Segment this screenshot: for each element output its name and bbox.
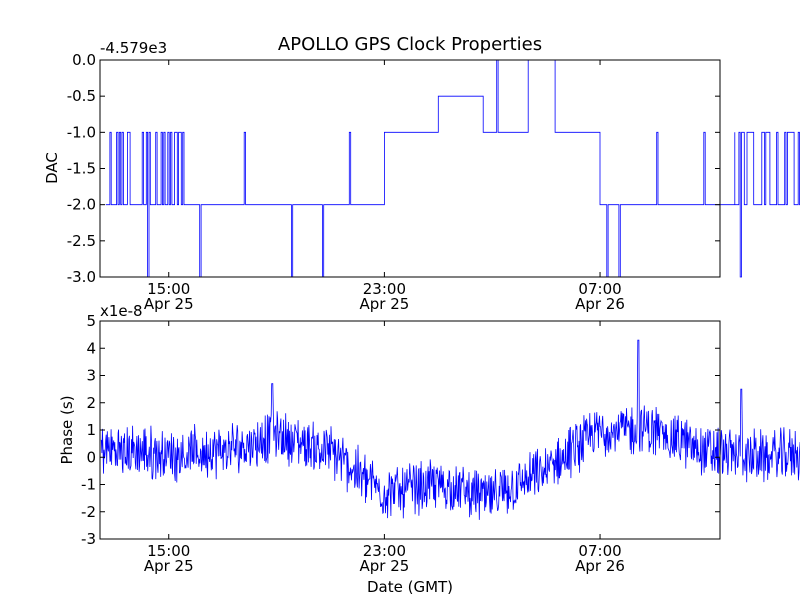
x-tick-label-date: Apr 25 — [359, 295, 409, 313]
chart-title: APOLLO GPS Clock Properties — [278, 34, 542, 55]
y-tick-label: -3.0 — [67, 268, 96, 286]
x-tick-label-time: 15:00 — [147, 542, 190, 560]
x-tick-label-date: Apr 25 — [144, 295, 194, 313]
y-tick-label: -0.5 — [67, 87, 96, 105]
y-tick-label: -2.5 — [67, 232, 96, 250]
x-tick-label-time: 07:00 — [578, 542, 621, 560]
x-tick-label-date: Apr 25 — [144, 557, 194, 575]
dac-ylabel: DAC — [43, 152, 61, 184]
y-tick-label: 2 — [86, 394, 96, 412]
y-tick-label: -2.0 — [67, 196, 96, 214]
x-tick-label-time: 15:00 — [147, 280, 190, 298]
y-tick-label: -1.0 — [67, 123, 96, 141]
y-tick-label: 4 — [86, 339, 96, 357]
x-tick-label-date: Apr 26 — [575, 557, 625, 575]
x-tick-label-date: Apr 26 — [575, 295, 625, 313]
y-tick-label: 3 — [86, 367, 96, 385]
phase-offset-text: x1e-8 — [100, 302, 143, 320]
dac-line — [105, 59, 800, 278]
dac-series — [105, 59, 800, 278]
y-tick-label: -3 — [81, 530, 96, 548]
y-tick-label: 5 — [86, 312, 96, 330]
y-tick-label: 1 — [86, 421, 96, 439]
x-tick-label-date: Apr 25 — [359, 557, 409, 575]
phase-ylabel: Phase (s) — [58, 395, 76, 464]
dac-offset-text: -4.579e3 — [100, 39, 167, 57]
phase-line — [100, 339, 800, 520]
y-tick-label: 0 — [86, 448, 96, 466]
x-tick-label-time: 23:00 — [363, 542, 406, 560]
y-tick-label: -1 — [81, 476, 96, 494]
x-tick-label-time: 23:00 — [363, 280, 406, 298]
y-tick-label: -1.5 — [67, 160, 96, 178]
phase-series — [100, 339, 800, 520]
x-axis-label: Date (GMT) — [367, 578, 453, 596]
y-tick-label: 0.0 — [72, 51, 96, 69]
y-tick-label: -2 — [81, 503, 96, 521]
x-tick-label-time: 07:00 — [578, 280, 621, 298]
